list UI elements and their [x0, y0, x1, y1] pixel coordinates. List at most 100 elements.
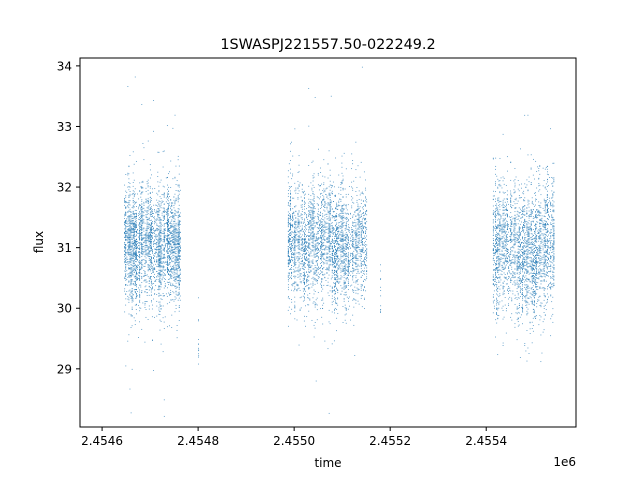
- data-point: [298, 171, 300, 173]
- data-point: [327, 218, 329, 220]
- data-point: [325, 228, 327, 230]
- data-point: [294, 245, 296, 247]
- data-point: [142, 208, 144, 210]
- data-point: [171, 205, 173, 207]
- data-point: [124, 251, 126, 252]
- data-point: [149, 242, 151, 244]
- data-point: [172, 252, 174, 254]
- data-point: [159, 276, 161, 278]
- data-point: [139, 250, 141, 252]
- data-point: [157, 246, 159, 248]
- data-point: [159, 329, 161, 331]
- data-point: [166, 241, 168, 242]
- data-point: [150, 261, 152, 263]
- data-point: [168, 208, 169, 210]
- data-point: [142, 253, 144, 255]
- data-point: [294, 244, 296, 246]
- data-point: [334, 285, 335, 287]
- data-point: [129, 262, 131, 263]
- data-point: [159, 196, 161, 198]
- data-point: [317, 276, 319, 277]
- data-point: [144, 239, 146, 241]
- data-point: [171, 209, 173, 210]
- data-point: [137, 229, 139, 230]
- data-point: [130, 295, 132, 297]
- data-point: [131, 267, 133, 269]
- data-point: [131, 271, 133, 273]
- data-point: [174, 298, 176, 300]
- data-point: [148, 252, 150, 254]
- data-point: [154, 267, 156, 269]
- data-point: [325, 213, 327, 215]
- data-point: [179, 269, 181, 271]
- data-point: [316, 274, 318, 276]
- data-point: [148, 265, 150, 267]
- data-point: [326, 252, 328, 254]
- data-point: [309, 298, 311, 300]
- data-point: [287, 254, 289, 256]
- data-point: [321, 251, 322, 253]
- data-point: [312, 245, 314, 247]
- data-point: [165, 209, 167, 211]
- data-point: [287, 276, 289, 278]
- data-point: [159, 209, 161, 211]
- data-point: [160, 197, 162, 199]
- data-point: [305, 242, 306, 244]
- data-point: [326, 195, 328, 197]
- data-point: [139, 234, 140, 236]
- data-point: [293, 249, 295, 251]
- data-point: [128, 220, 130, 222]
- data-point: [134, 188, 136, 190]
- data-point: [324, 340, 326, 342]
- data-point: [309, 271, 311, 273]
- data-point: [312, 213, 314, 215]
- data-point: [290, 250, 292, 252]
- data-point: [148, 285, 150, 287]
- data-point: [157, 205, 159, 207]
- data-point: [299, 273, 301, 274]
- data-point: [335, 261, 336, 263]
- data-point: [142, 222, 144, 224]
- data-point: [132, 266, 134, 268]
- data-point: [168, 273, 170, 275]
- data-point: [173, 271, 175, 273]
- data-point: [125, 226, 127, 228]
- data-point: [125, 231, 127, 233]
- data-point: [287, 274, 289, 276]
- data-point: [290, 197, 291, 198]
- data-point: [154, 289, 156, 291]
- data-point: [290, 238, 291, 240]
- data-point: [178, 233, 180, 234]
- data-point: [321, 252, 323, 254]
- data-point: [294, 306, 296, 308]
- data-point: [176, 180, 178, 182]
- data-point: [329, 217, 331, 219]
- data-point: [302, 191, 304, 193]
- data-point: [322, 199, 324, 201]
- data-point: [300, 222, 302, 224]
- data-point: [176, 287, 178, 288]
- data-point: [178, 275, 180, 277]
- data-point: [307, 234, 309, 236]
- data-point: [179, 238, 181, 240]
- data-point: [140, 284, 142, 286]
- data-point: [322, 268, 324, 270]
- data-point: [167, 271, 169, 273]
- data-point: [147, 222, 149, 224]
- data-point: [139, 321, 140, 323]
- data-point: [129, 182, 131, 184]
- data-point: [331, 250, 333, 252]
- data-point: [141, 237, 143, 239]
- data-point: [328, 309, 330, 311]
- data-point: [139, 307, 141, 309]
- data-point: [174, 220, 176, 222]
- data-point: [130, 222, 132, 224]
- data-point: [127, 233, 129, 235]
- data-point: [160, 222, 162, 224]
- data-point: [317, 266, 319, 268]
- data-point: [298, 234, 300, 236]
- data-point: [298, 344, 300, 346]
- data-point: [169, 196, 170, 197]
- data-point: [312, 193, 314, 195]
- data-point: [178, 255, 180, 257]
